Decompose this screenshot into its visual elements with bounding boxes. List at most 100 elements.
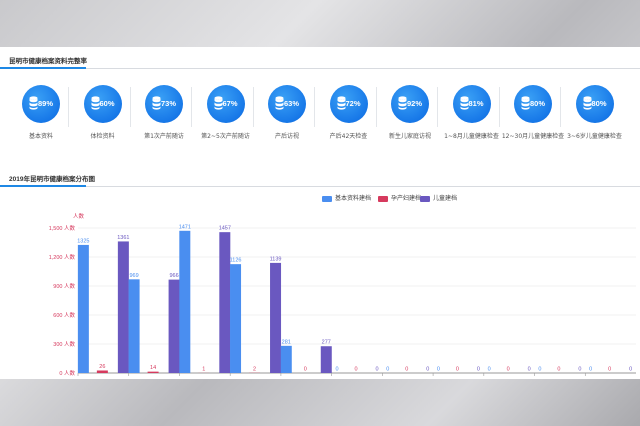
bar-value-label: 1361 [117, 235, 129, 241]
database-icon [214, 96, 222, 110]
kpi-percent: 81% [468, 99, 484, 108]
database-icon [583, 96, 591, 110]
bar-value-label: 0 [375, 367, 378, 373]
bar-1 [280, 345, 292, 373]
bar-3 [270, 262, 282, 373]
kpi-percent: 67% [222, 99, 238, 108]
kpi-circle: 67% [206, 85, 245, 123]
bar-2 [96, 370, 108, 373]
bar-value-label: 1325 [77, 238, 89, 244]
kpi-item[interactable]: 92% 新生儿家庭访视 [384, 85, 436, 155]
kpi-item[interactable]: 67% 第2~5次产前随访 [200, 85, 252, 155]
bar-value-label: 0 [304, 367, 307, 373]
kpi-percent: 92% [407, 99, 423, 108]
kpi-item[interactable]: 72% 产后42天检查 [323, 85, 375, 155]
kpi-circle: 81% [452, 85, 491, 123]
bar-value-label: 0 [507, 367, 510, 373]
database-icon [337, 96, 345, 110]
bar-value-label: 0 [426, 367, 429, 373]
kpi-label: 第1次产前随访 [144, 133, 184, 140]
database-icon [275, 96, 284, 110]
bar-value-label: 0 [608, 367, 611, 373]
y-tick-label: 1,200 人数 [49, 253, 76, 261]
bar-value-label: 26 [99, 364, 105, 370]
bar-value-label: 0 [437, 367, 440, 373]
kpi-item[interactable]: 89% 基本资料 [15, 85, 67, 155]
kpi-separator [68, 87, 69, 127]
legend-item-maternal[interactable]: 孕产妇建档 [378, 193, 421, 202]
kpi-percent: 89% [38, 99, 54, 108]
kpi-label: 新生儿家庭访视 [388, 133, 431, 140]
database-icon [521, 96, 530, 110]
section-accent-bar [0, 185, 86, 187]
kpi-separator [314, 87, 315, 127]
bar-value-label: 1 [202, 366, 205, 372]
legend-swatch [420, 195, 430, 202]
section-title-completeness: 昆明市健康档案资料完整率 [9, 58, 87, 65]
bar-value-label: 0 [528, 367, 531, 373]
kpi-circle: 73% [145, 85, 183, 123]
bar-1 [77, 244, 89, 373]
kpi-circle: 80% [514, 85, 552, 123]
kpi-label: 基本资料 [28, 133, 53, 140]
bar-value-label: 969 [129, 273, 138, 279]
bar-3 [117, 241, 129, 373]
kpi-separator [437, 87, 438, 127]
bar-value-label: 0 [488, 367, 491, 373]
bar-2 [147, 371, 159, 373]
legend-item-child[interactable]: 儿童建档 [420, 193, 457, 202]
kpi-separator [375, 87, 377, 127]
kpi-circle: 60% [83, 85, 122, 123]
kpi-item[interactable]: 80% 3~6岁儿童健康检查 [567, 85, 622, 155]
bar-value-label: 0 [557, 367, 560, 373]
kpi-circle: 92% [391, 85, 429, 123]
bar-value-label: 0 [538, 367, 541, 373]
bar-value-label: 1126 [230, 258, 242, 264]
kpi-label: 产后42天检查 [329, 133, 368, 140]
bar-value-label: 0 [456, 367, 459, 373]
bar-1 [230, 264, 242, 373]
legend-label: 基本资料建档 [335, 195, 372, 202]
kpi-label: 3~6岁儿童健康检查 [567, 133, 622, 140]
bar-value-label: 0 [578, 367, 581, 373]
bar-value-label: 2 [253, 366, 256, 372]
database-icon [398, 96, 407, 110]
kpi-percent: 60% [99, 99, 115, 108]
bar-value-label: 1139 [270, 256, 282, 262]
kpi-circle: 72% [329, 85, 368, 123]
bar-value-label: 1471 [179, 224, 191, 230]
bar-value-label: 0 [354, 367, 357, 373]
bar-value-label: 281 [282, 339, 291, 345]
kpi-item[interactable]: 80% 12~30月儿童健康检查 [502, 85, 564, 155]
bar-value-label: 0 [405, 367, 408, 373]
legend-item-basic[interactable]: 基本资料建档 [322, 193, 371, 202]
database-icon [91, 96, 99, 110]
bar-value-label: 0 [335, 367, 338, 373]
bar-1 [179, 230, 191, 373]
legend-swatch [322, 195, 332, 202]
section-divider [0, 186, 640, 187]
bar-1 [128, 279, 140, 373]
kpi-label: 1~8月儿童健康检查 [444, 133, 499, 140]
kpi-percent: 80% [530, 99, 546, 108]
kpi-item[interactable]: 81% 1~8月儿童健康检查 [444, 85, 499, 155]
kpi-item[interactable]: 73% 第1次产前随访 [138, 85, 190, 155]
kpi-item[interactable]: 63% 产后访视 [261, 85, 313, 155]
section-accent-bar [0, 67, 86, 69]
section-title-distribution: 2019年昆明市健康档案分布图 [9, 176, 95, 183]
bar-value-label: 1457 [219, 226, 231, 232]
bar-value-label: 0 [589, 367, 592, 373]
bar-3 [168, 279, 180, 373]
kpi-item[interactable]: 60% 体检资料 [77, 85, 129, 155]
kpi-circle: 80% [575, 85, 614, 123]
kpi-label: 12~30月儿童健康检查 [501, 133, 565, 140]
legend-label: 儿童建档 [433, 195, 458, 202]
bar-3 [320, 346, 332, 373]
kpi-percent: 63% [284, 99, 300, 108]
database-icon [460, 96, 468, 110]
bar-chart: 基本资料建档 孕产妇建档 儿童建档 人数 0 人数 300 人数 600 人数 900 … [0, 192, 640, 379]
bar-value-label: 14 [150, 365, 156, 371]
bar-value-label: 0 [629, 367, 632, 373]
y-axis-label: 人数 [73, 212, 85, 220]
y-tick-label: 0 人数 [59, 369, 75, 377]
